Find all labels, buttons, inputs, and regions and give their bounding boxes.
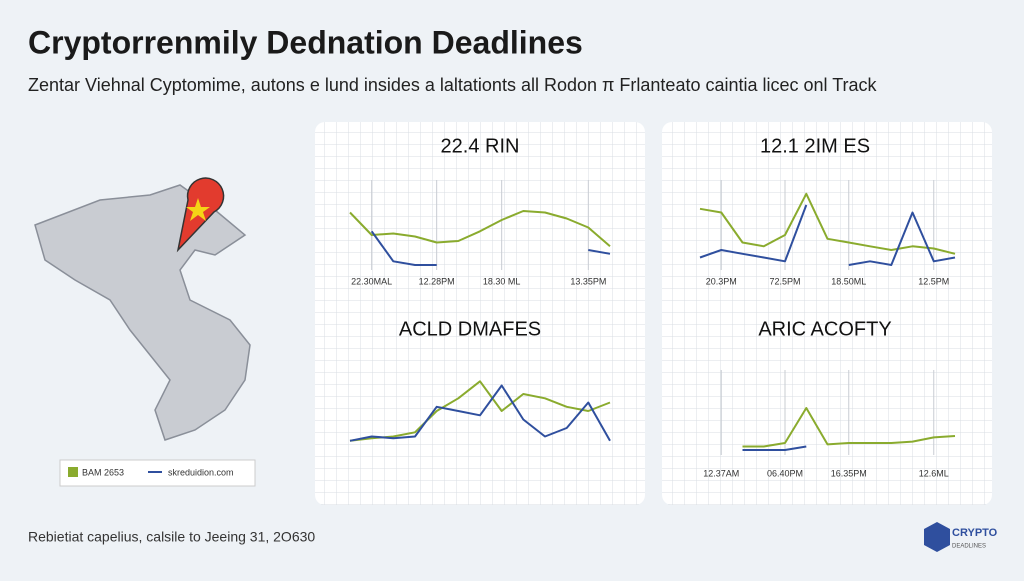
chart-title: ACLD DMAFES (399, 318, 541, 340)
legend-swatch (68, 467, 78, 477)
x-tick-label: 12.37AM (703, 468, 739, 478)
line-series (370, 230, 611, 266)
line-series (349, 210, 611, 248)
line-series (742, 445, 807, 451)
logo-subtitle: DEADLINES (952, 544, 986, 550)
x-tick-label: 18.50ML (831, 276, 866, 286)
x-tick-label: 20.3PM (706, 276, 737, 286)
line-series (699, 204, 956, 266)
line-series (349, 380, 611, 442)
x-tick-label: 13.35PM (570, 276, 606, 286)
star (186, 198, 210, 221)
x-tick-label: 12.28PM (419, 276, 455, 286)
title: Cryptorrenmily Dednation Deadlines (28, 24, 583, 60)
x-tick-label: 12.6ML (919, 468, 949, 478)
legend-label: BAM 2653 (82, 467, 124, 477)
line-series (349, 384, 611, 442)
line-series (742, 407, 956, 448)
panel-grid (315, 122, 645, 505)
chart-title: 12.1 2IM ES (760, 135, 870, 157)
footer: Rebietiat capelius, calsile to Jeeing 31… (28, 529, 315, 545)
chart-title: 22.4 RIN (441, 135, 520, 157)
x-tick-label: 12.5PM (918, 276, 949, 286)
chart-title: ARIC ACOFTY (758, 318, 891, 340)
x-tick-label: 16.35PM (831, 468, 867, 478)
line-series (699, 192, 956, 255)
x-tick-label: 06.40PM (767, 468, 803, 478)
x-tick-label: 72.5PM (769, 276, 800, 286)
legend-label: skreduidion.com (168, 467, 234, 477)
legend: BAM 2653 skreduidion.com (68, 467, 234, 477)
logo-title: CRYPTO (952, 527, 998, 539)
x-tick-label: 22.30MAL (351, 276, 392, 286)
logo-icon (924, 522, 950, 552)
x-tick-label: 18.30 ML (483, 276, 521, 286)
subtitle: Zentar Viehnal Cyptomime, autons e lund … (28, 75, 878, 95)
panel-grid (662, 122, 992, 505)
map (34, 184, 251, 441)
